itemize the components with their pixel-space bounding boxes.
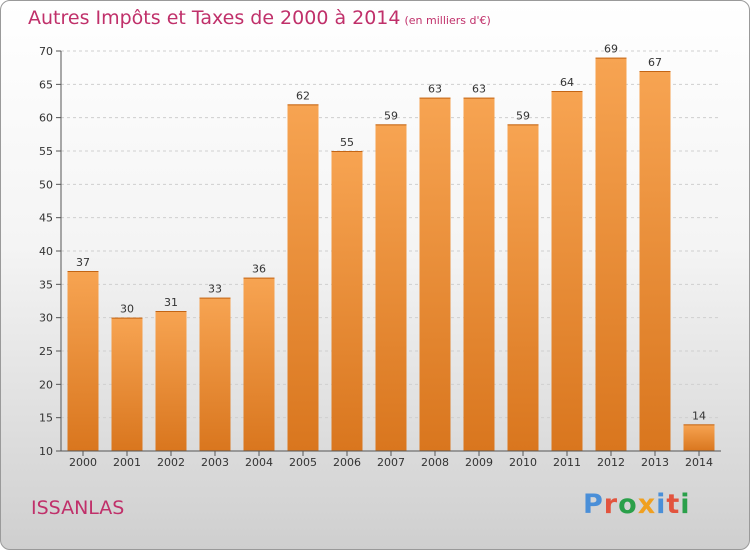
data-label: 63 — [428, 83, 442, 96]
y-tick-label: 10 — [39, 445, 53, 458]
bar — [683, 424, 715, 451]
bar — [463, 97, 495, 452]
bar — [419, 97, 451, 452]
x-tick-label: 2002 — [157, 456, 185, 469]
x-tick-label: 2012 — [597, 456, 625, 469]
x-tick-label: 2007 — [377, 456, 405, 469]
data-label: 31 — [164, 296, 178, 309]
y-tick-label: 30 — [39, 312, 53, 325]
axes — [56, 50, 721, 456]
data-label: 67 — [648, 56, 662, 69]
y-tick-label: 35 — [39, 278, 53, 291]
logo-letter: i — [656, 489, 667, 520]
bar — [595, 57, 627, 452]
logo-letter: i — [680, 489, 691, 520]
data-label: 59 — [384, 109, 398, 122]
y-tick-label: 55 — [39, 145, 53, 158]
bar — [551, 91, 583, 451]
x-tick-label: 2005 — [289, 456, 317, 469]
data-label: 63 — [472, 83, 486, 96]
y-tick-label: 15 — [39, 412, 53, 425]
x-tick-label: 2013 — [641, 456, 669, 469]
title-line: Autres Impôts et Taxes de 2000 à 2014 (en… — [28, 7, 491, 29]
y-tick-label: 70 — [39, 45, 53, 58]
x-tick-label: 2010 — [509, 456, 537, 469]
data-label: 33 — [208, 283, 222, 296]
logo-letter: x — [637, 489, 657, 520]
y-tick-label: 50 — [39, 178, 53, 191]
bar — [199, 297, 231, 451]
data-label: 30 — [120, 303, 134, 316]
data-label: 69 — [604, 43, 618, 56]
y-tick-label: 45 — [39, 212, 53, 225]
data-label: 14 — [692, 409, 706, 422]
bar — [287, 104, 319, 451]
chart-subtitle: (en milliers d'€) — [404, 14, 491, 27]
x-tick-label: 2008 — [421, 456, 449, 469]
x-tick-label: 2003 — [201, 456, 229, 469]
bars — [67, 57, 715, 452]
bar — [243, 277, 275, 451]
labels: 10 15 20 25 30 35 40 45 50 55 60 65 70 37 2000 30 2001 31… — [39, 43, 713, 469]
y-tick-label: 40 — [39, 245, 53, 258]
y-tick-label: 25 — [39, 345, 53, 358]
data-label: 37 — [76, 256, 90, 269]
y-tick-label: 65 — [39, 78, 53, 91]
bar — [155, 311, 187, 451]
logo-letter: r — [603, 489, 619, 520]
y-tick-label: 60 — [39, 112, 53, 125]
bar — [639, 71, 671, 451]
x-tick-label: 2006 — [333, 456, 361, 469]
bar — [67, 271, 99, 451]
bar — [507, 124, 539, 451]
y-tick-label: 20 — [39, 378, 53, 391]
x-tick-label: 2014 — [685, 456, 713, 469]
bar — [375, 124, 407, 451]
x-tick-label: 2004 — [245, 456, 273, 469]
data-label: 59 — [516, 109, 530, 122]
data-label: 62 — [296, 89, 310, 102]
x-tick-label: 2000 — [69, 456, 97, 469]
logo-letter: o — [618, 489, 638, 520]
data-label: 64 — [560, 76, 574, 89]
place-name: ISSANLAS — [31, 497, 125, 519]
bar — [111, 317, 143, 451]
bar — [331, 151, 363, 451]
x-tick-label: 2001 — [113, 456, 141, 469]
x-tick-label: 2011 — [553, 456, 581, 469]
data-label: 55 — [340, 136, 354, 149]
chart-title: Autres Impôts et Taxes de 2000 à 2014 — [28, 7, 401, 29]
data-label: 36 — [252, 263, 266, 276]
logo-letter: t — [666, 489, 681, 520]
proxiti-logo[interactable]: Proxiti — [583, 489, 691, 520]
logo-letter: P — [583, 489, 604, 520]
x-tick-label: 2009 — [465, 456, 493, 469]
